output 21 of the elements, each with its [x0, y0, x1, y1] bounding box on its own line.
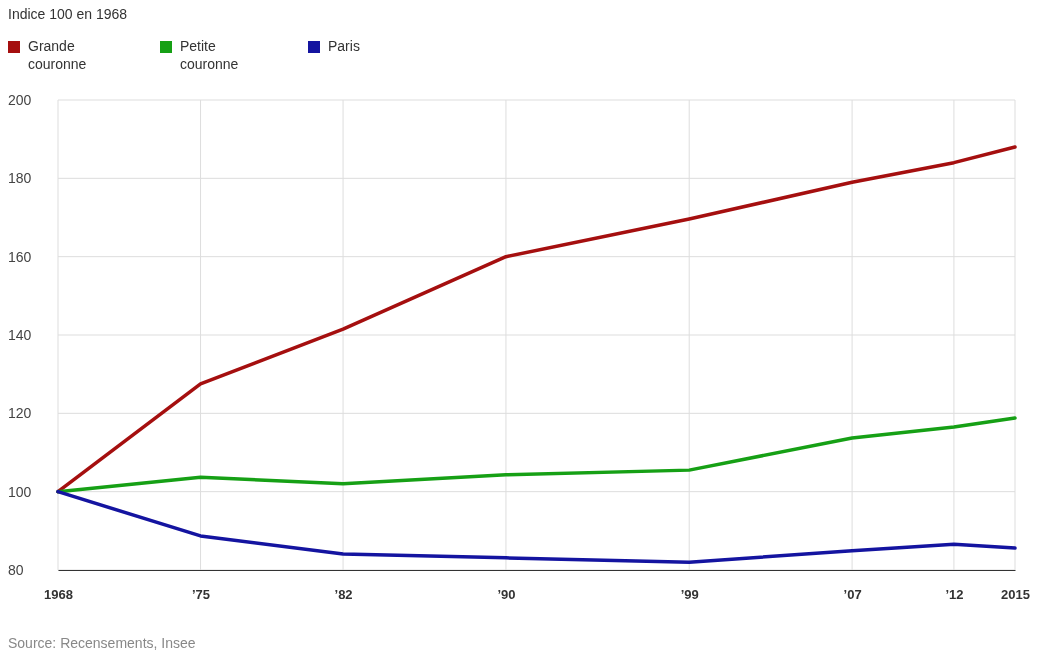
y-tick-label: 80	[8, 561, 24, 578]
x-tick-label: 1968	[44, 587, 73, 603]
x-tick-label: ’82	[334, 587, 353, 603]
y-tick-label: 200	[8, 91, 32, 108]
y-tick-label: 140	[8, 326, 32, 343]
line-series	[56, 489, 1017, 564]
legend-label: Grande couronne	[28, 38, 87, 72]
x-tick-label: ’07	[843, 587, 862, 603]
x-tick-label: ’90	[497, 587, 516, 603]
x-tick-label: ’12	[945, 587, 964, 603]
chart-title: Indice 100 en 1968	[8, 6, 128, 22]
y-tick-label: 120	[8, 405, 32, 422]
legend-label: Paris	[328, 38, 360, 54]
x-tick-label: ’75	[191, 587, 211, 603]
y-tick-label: 100	[8, 483, 32, 500]
source-note: Source: Recensements, Insee	[8, 635, 196, 651]
y-tick-label: 160	[8, 248, 32, 265]
y-tick-label: 180	[8, 170, 32, 187]
x-tick-label: ’99	[680, 587, 699, 603]
x-tick-label: 2015	[1001, 587, 1030, 603]
legend-label: Petite couronne	[180, 38, 239, 72]
